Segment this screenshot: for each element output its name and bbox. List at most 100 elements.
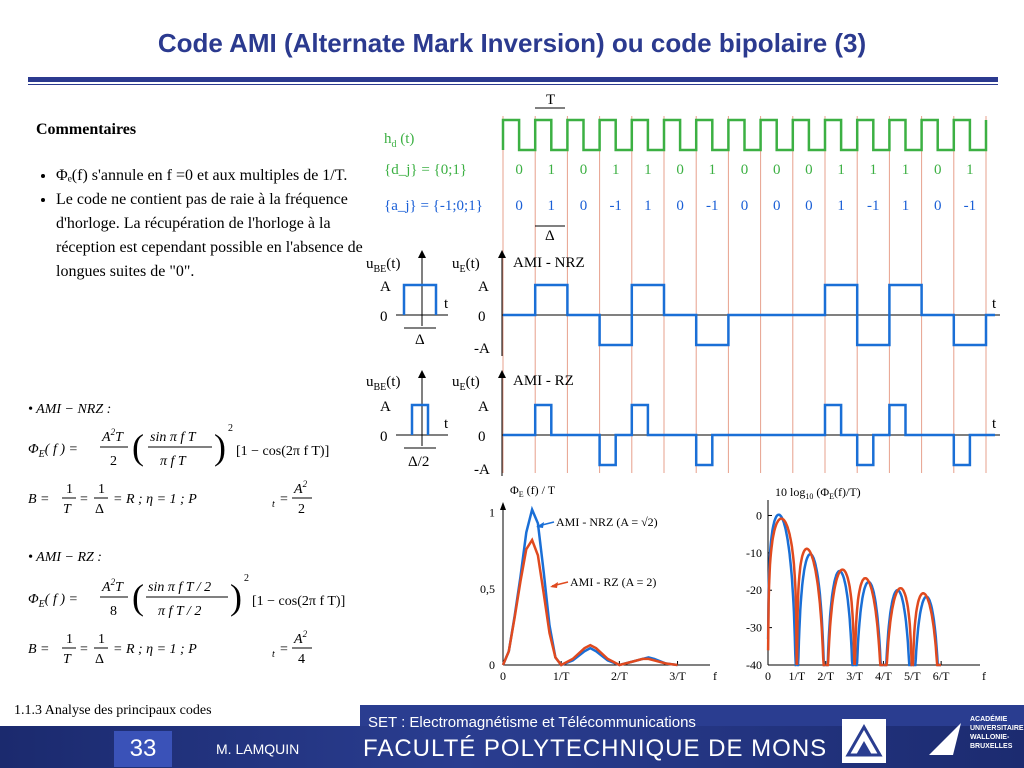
d-value: 1 xyxy=(837,162,845,178)
nrz-amp: A xyxy=(478,279,489,295)
rz-formula-label: • AMI − RZ : xyxy=(28,550,102,565)
page-number-box xyxy=(114,731,172,767)
chart1-x-tick: 1/T xyxy=(553,669,570,683)
nrz-ube-t: t xyxy=(444,296,449,312)
d-value: 0 xyxy=(805,162,813,178)
svg-text:1: 1 xyxy=(66,482,73,497)
svg-text:1: 1 xyxy=(66,632,73,647)
a-value: 1 xyxy=(837,198,845,214)
rz-ube-label: uBE(t) xyxy=(366,374,400,393)
nrz-frac-num: A2T xyxy=(101,427,124,445)
d-value: 1 xyxy=(644,162,652,178)
a-value: 1 xyxy=(902,198,910,214)
nrz-t: t xyxy=(992,296,997,312)
section-label: 1.1.3 Analyse des principaux codes xyxy=(14,703,212,718)
a-value: -1 xyxy=(706,198,719,214)
chart2-x-tick: 5/T xyxy=(904,669,921,683)
academy-name: ACADÉMIE UNIVERSITAIRE WALLONIE- BRUXELL… xyxy=(970,716,1024,750)
chart2-y-tick: -10 xyxy=(746,546,762,560)
exp: 2 xyxy=(228,423,233,434)
academy-logo-icon xyxy=(929,723,961,755)
rz-params: B = xyxy=(28,642,50,657)
a-value: 1 xyxy=(548,198,556,214)
comments-heading: Commentaires xyxy=(36,121,137,138)
svg-text:A2: A2 xyxy=(293,629,308,647)
footer: SET : Electromagnétisme et Télécommunica… xyxy=(0,705,1024,768)
rz-t: t xyxy=(992,416,997,432)
a-value: 0 xyxy=(741,198,749,214)
nrz-ue-label: uE(t) xyxy=(452,256,480,275)
comment-item: Φₑ(f) s'annule en f =0 et aux multiples … xyxy=(56,164,371,188)
chart1-y-tick: 0 xyxy=(489,658,495,672)
rz-ube-zero: 0 xyxy=(380,429,388,445)
rz-spectrum-formula: ΦE( f ) = xyxy=(28,592,78,610)
nrz-frac-den: 2 xyxy=(110,454,117,469)
chart2-y-tick: -30 xyxy=(746,621,762,635)
rz-amp: A xyxy=(478,399,489,415)
chart2-series-line xyxy=(795,547,826,667)
chart1-x-tick: 0 xyxy=(500,669,506,683)
nrz-spectrum-formula: ΦE( f ) = xyxy=(28,442,78,460)
rz-zero: 0 xyxy=(478,429,486,445)
course-title: SET : Electromagnétisme et Télécommunica… xyxy=(368,714,696,731)
d-value: 0 xyxy=(676,162,684,178)
chart2-x-tick: 6/T xyxy=(933,669,950,683)
chart1-legend-rz: AMI - RZ (A = 2) xyxy=(570,575,656,589)
rz-ube-t: t xyxy=(444,416,449,432)
svg-text:π f T / 2: π f T / 2 xyxy=(158,604,201,619)
title-rule xyxy=(28,77,998,82)
d-value: 1 xyxy=(709,162,717,178)
a-value: 0 xyxy=(773,198,781,214)
svg-text:t: t xyxy=(272,649,275,660)
chart1-title: ΦE (f) / T xyxy=(510,483,556,499)
paren: ( xyxy=(132,427,144,467)
chart2-x-tick: 2/T xyxy=(817,669,834,683)
svg-text:(: ( xyxy=(132,577,144,617)
rz-ube-amp: A xyxy=(380,399,391,415)
svg-text:A2: A2 xyxy=(293,479,308,497)
nrz-formula-label: • AMI − NRZ : xyxy=(28,402,111,417)
d-value: 0 xyxy=(515,162,523,178)
a-value: 1 xyxy=(644,198,652,214)
svg-text:2: 2 xyxy=(244,573,249,584)
chart1-y-tick: 1 xyxy=(489,506,495,520)
chart2-x-tick: 3/T xyxy=(846,669,863,683)
chart1-x-tick: 3/T xyxy=(669,669,686,683)
svg-text:T: T xyxy=(63,652,72,667)
svg-text:= R ; η = 1 ; P: = R ; η = 1 ; P xyxy=(113,492,197,507)
chart2-series-line xyxy=(883,586,913,667)
chart2-x-tick: 1/T xyxy=(789,669,806,683)
rz-ue-label: uE(t) xyxy=(452,374,480,393)
nrz-ube-label: uBE(t) xyxy=(366,256,400,275)
paren: ) xyxy=(214,427,226,467)
svg-text:[1 − cos(2π f T)]: [1 − cos(2π f T)] xyxy=(252,594,345,609)
d-value: 0 xyxy=(773,162,781,178)
d-value: 1 xyxy=(548,162,556,178)
slide-title: Code AMI (Alternate Mark Inversion) ou c… xyxy=(157,28,867,58)
chart2-series-line xyxy=(825,568,856,667)
svg-text:=: = xyxy=(280,642,288,657)
chart2-y-tick: -20 xyxy=(746,583,762,597)
svg-text:=: = xyxy=(80,642,88,657)
svg-text:Δ: Δ xyxy=(95,502,104,517)
nrz-params: B = xyxy=(28,492,50,507)
chart1-legend-nrz: AMI - NRZ (A = √2) xyxy=(556,515,658,529)
chart1-series-line xyxy=(501,537,678,667)
nrz-sin-den: π f T xyxy=(160,454,187,469)
chart1-x-tick: 2/T xyxy=(611,669,628,683)
a-value: 0 xyxy=(515,198,523,214)
svg-text:4: 4 xyxy=(298,652,305,667)
comment-item: Le code ne contient pas de raie à la fré… xyxy=(56,188,371,284)
nrz-ube-amp: A xyxy=(380,279,391,295)
svg-text:1: 1 xyxy=(98,632,105,647)
a-value: 0 xyxy=(580,198,588,214)
chart2-x-label: f xyxy=(982,669,986,683)
delta-label: Δ xyxy=(545,228,555,244)
svg-text:): ) xyxy=(230,577,242,617)
nrz-ube-delta: Δ xyxy=(415,332,425,348)
title-rule-thin xyxy=(28,84,998,85)
svg-text:T: T xyxy=(63,502,72,517)
a-value: 0 xyxy=(676,198,684,214)
rz-ube-delta: Δ/2 xyxy=(408,454,429,470)
nrz-cos-term: [1 − cos(2π f T)] xyxy=(236,444,329,459)
